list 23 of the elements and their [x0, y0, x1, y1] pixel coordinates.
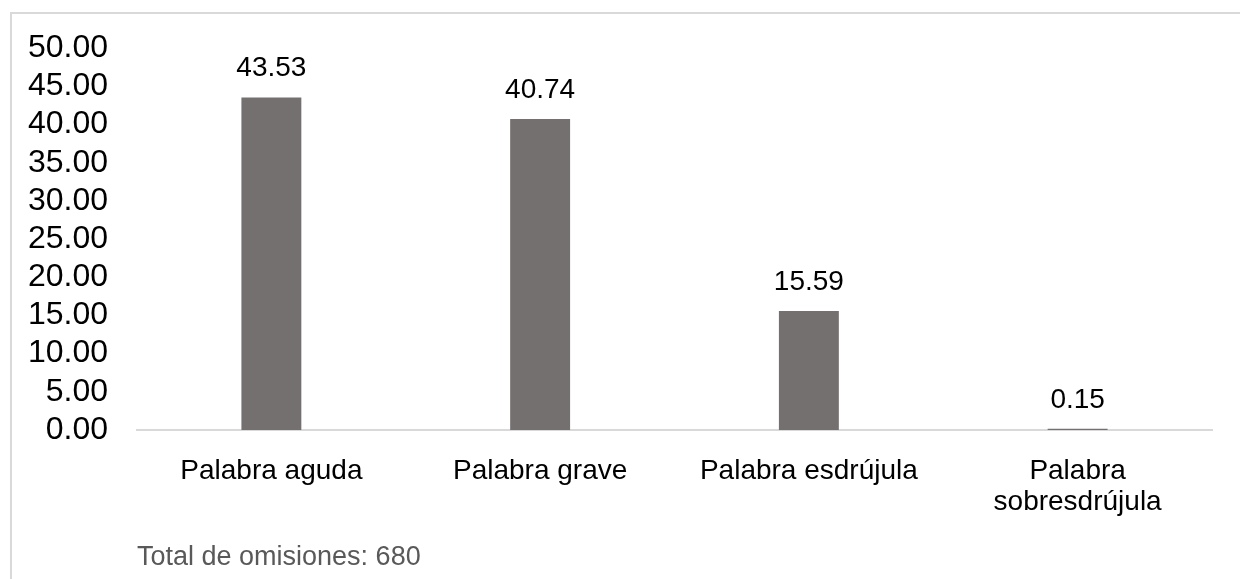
- y-tick-label: 45.00: [27, 66, 108, 103]
- y-tick-label: 0.00: [45, 409, 108, 446]
- bar: [510, 118, 571, 430]
- x-tick-label: Palabra sobresdrújula: [993, 454, 1163, 516]
- y-tick-label: 40.00: [27, 104, 108, 141]
- x-tick-label: Palabra aguda: [180, 454, 363, 486]
- data-label: 15.59: [773, 264, 844, 296]
- y-tick-label: 25.00: [27, 218, 108, 255]
- bar: [778, 310, 839, 430]
- y-tick-label: 35.00: [27, 142, 108, 179]
- data-label: 40.74: [505, 72, 576, 104]
- text: Total de omisiones: 680: [137, 541, 421, 572]
- x-tick-label: Palabra esdrújula: [699, 454, 919, 486]
- x-tick-label: Palabra grave: [452, 454, 628, 486]
- data-label: 0.15: [1050, 382, 1105, 414]
- y-tick-label: 50.00: [27, 28, 108, 65]
- y-tick-label: 30.00: [27, 180, 108, 217]
- y-tick-label: 10.00: [27, 333, 108, 370]
- y-tick-label: 15.00: [27, 295, 108, 332]
- bar: [241, 97, 302, 430]
- data-label: 43.53: [236, 51, 307, 83]
- y-tick-label: 20.00: [27, 257, 108, 294]
- y-tick-label: 5.00: [45, 371, 108, 408]
